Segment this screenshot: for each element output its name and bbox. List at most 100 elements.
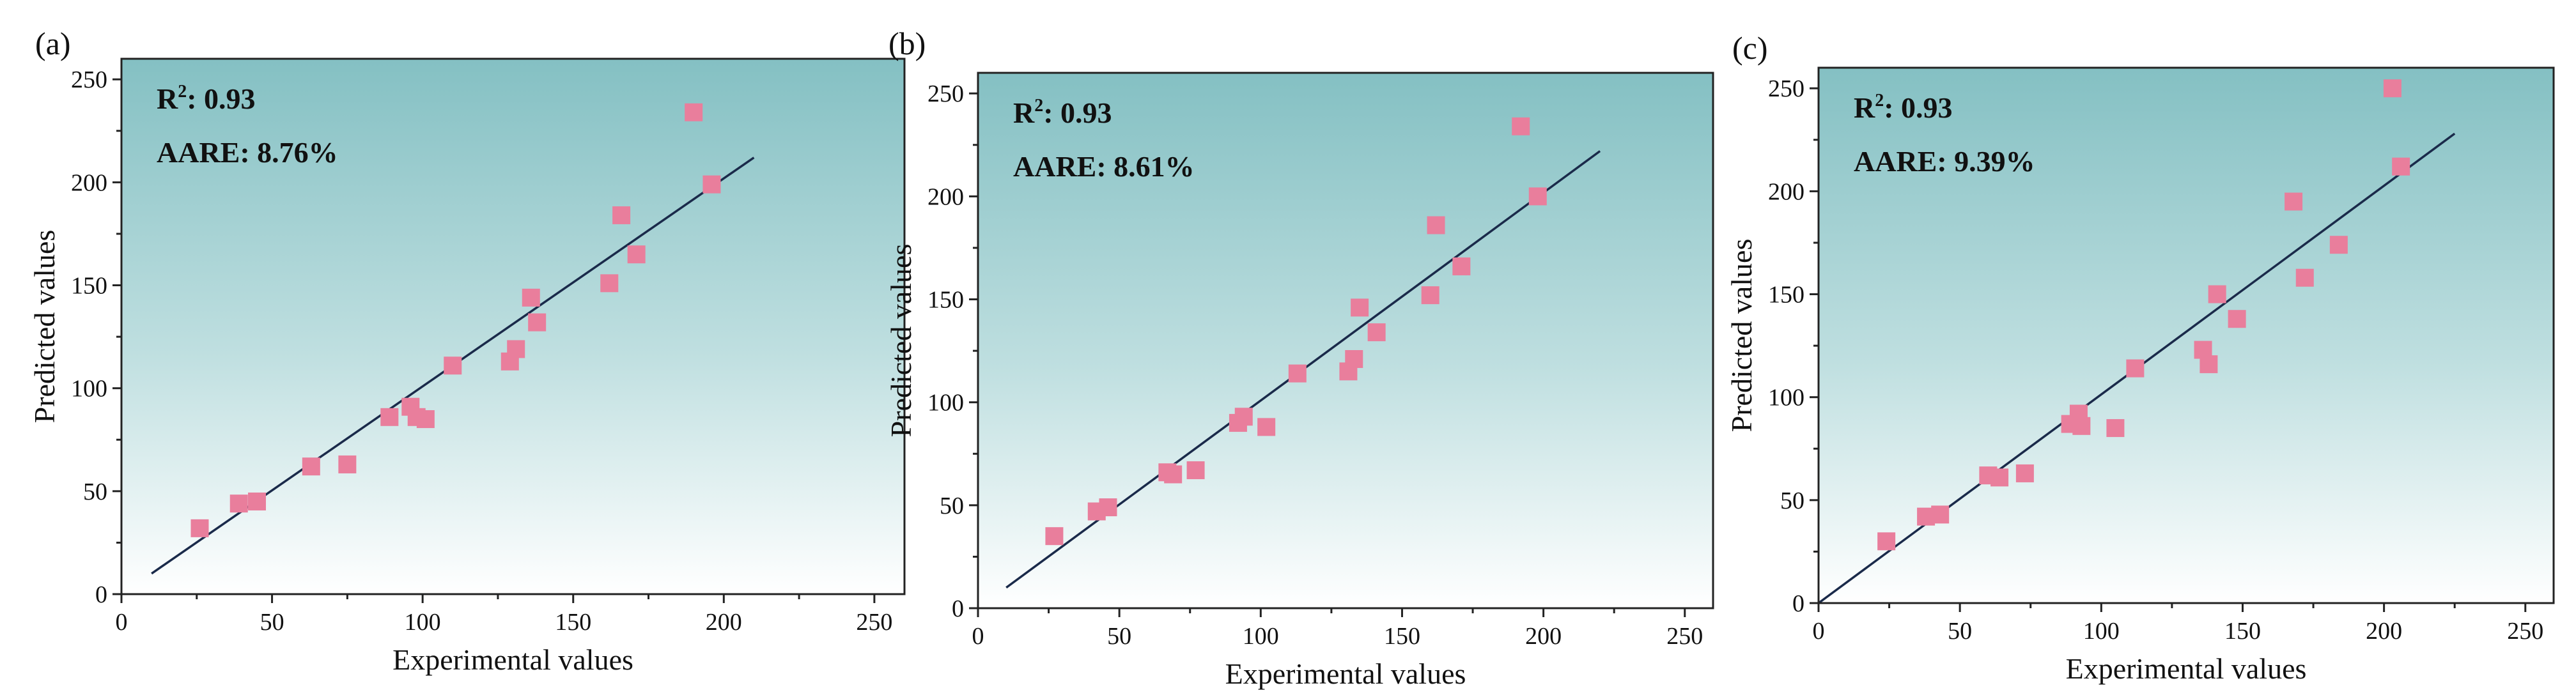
y-tick-label: 150: [71, 273, 107, 300]
data-point: [1512, 117, 1530, 135]
x-tick-label: 50: [1107, 623, 1131, 650]
data-point: [444, 356, 462, 375]
data-point: [1234, 408, 1253, 426]
data-point: [1452, 257, 1471, 275]
y-tick-label: 0: [1792, 590, 1804, 617]
y-tick-label: 50: [1780, 487, 1804, 514]
y-axis-title: Predicted values: [28, 230, 61, 424]
x-tick-label: 150: [2224, 618, 2261, 645]
data-point: [190, 519, 209, 537]
y-tick-label: 250: [71, 66, 107, 93]
y-tick-label: 150: [927, 287, 964, 314]
y-tick-label: 100: [71, 376, 107, 402]
data-point: [507, 340, 525, 358]
data-point: [2285, 192, 2303, 211]
y-tick-label: 0: [952, 595, 964, 622]
r2-annotation: R2: 0.93: [1013, 96, 1112, 129]
aare-annotation: AARE: 8.61%: [1013, 150, 1195, 183]
data-point: [1164, 465, 1183, 484]
plot-frame: [120, 57, 906, 595]
y-tick-label: 200: [71, 169, 107, 196]
data-point: [2295, 268, 2314, 287]
data-point: [2228, 310, 2246, 328]
data-point: [2329, 236, 2348, 254]
y-tick-label: 150: [1768, 282, 1804, 309]
data-point: [1877, 532, 1896, 551]
data-point: [1421, 286, 1439, 305]
x-tick-label: 0: [116, 609, 128, 636]
r2-annotation: R2: 0.93: [1854, 91, 1953, 124]
y-tick-label: 200: [1768, 178, 1804, 205]
x-tick-label: 50: [1948, 618, 1972, 645]
x-tick-label: 100: [2083, 618, 2120, 645]
x-tick-label: 200: [706, 609, 742, 636]
y-tick-label: 250: [927, 80, 964, 107]
data-point: [1186, 461, 1205, 480]
data-point: [2392, 157, 2410, 176]
data-point: [338, 455, 357, 473]
data-point: [2208, 285, 2226, 303]
data-point: [612, 206, 631, 224]
panel-label: (c): [1732, 30, 1768, 66]
data-point: [522, 288, 540, 307]
y-axis-title: Predicted values: [885, 244, 917, 438]
x-tick-label: 250: [856, 609, 892, 636]
x-tick-label: 250: [2507, 618, 2543, 645]
data-point: [380, 408, 399, 426]
data-point: [302, 457, 320, 476]
chart-panel-1: (a) 0 50 100 150 200 250 0 50 100 150 200 250 Experim…: [28, 26, 906, 676]
y-tick-label: 250: [1768, 75, 1804, 102]
x-tick-label: 150: [555, 609, 591, 636]
data-point: [528, 313, 547, 332]
plot-frame: [977, 72, 1714, 609]
data-point: [248, 492, 267, 510]
data-point: [1931, 505, 1950, 524]
y-axis-title: Predicted values: [1725, 239, 1758, 433]
y-tick-label: 0: [95, 581, 107, 608]
x-tick-label: 100: [1243, 623, 1279, 650]
data-point: [2200, 355, 2218, 374]
data-point: [1345, 350, 1363, 369]
x-tick-label: 200: [2366, 618, 2402, 645]
data-point: [2383, 79, 2401, 98]
data-point: [1367, 323, 1386, 342]
data-point: [2072, 417, 2091, 435]
data-point: [1288, 364, 1307, 383]
x-tick-label: 100: [405, 609, 441, 636]
x-axis-title: Experimental values: [1225, 657, 1466, 690]
data-point: [1257, 418, 1276, 436]
x-tick-label: 0: [972, 623, 984, 650]
data-point: [1351, 298, 1369, 317]
panel-label: (b): [888, 26, 926, 61]
x-tick-label: 250: [1666, 623, 1703, 650]
data-point: [229, 494, 248, 513]
x-tick-label: 50: [260, 609, 284, 636]
y-tick-label: 50: [83, 479, 107, 505]
data-point: [685, 103, 703, 121]
plot-frame: [1817, 66, 2555, 604]
x-tick-label: 0: [1813, 618, 1825, 645]
aare-annotation: AARE: 8.76%: [157, 136, 338, 169]
data-point: [1990, 468, 2009, 487]
data-point: [1528, 187, 1547, 206]
data-point: [1099, 498, 1117, 517]
y-tick-label: 100: [927, 390, 964, 417]
x-tick-label: 150: [1384, 623, 1420, 650]
data-point: [702, 175, 721, 194]
x-axis-title: Experimental values: [2066, 652, 2307, 685]
data-point: [416, 410, 435, 429]
aare-annotation: AARE: 9.39%: [1854, 145, 2035, 178]
y-tick-label: 200: [927, 183, 964, 210]
data-point: [2015, 464, 2034, 482]
data-point: [600, 274, 619, 293]
data-point: [627, 245, 646, 264]
data-point: [1427, 216, 1445, 234]
data-point: [2126, 359, 2145, 378]
panel-label: (a): [35, 26, 71, 61]
y-tick-label: 100: [1768, 385, 1804, 411]
data-point: [1045, 527, 1064, 546]
data-point: [2106, 419, 2125, 438]
x-axis-title: Experimental values: [392, 643, 633, 676]
y-tick-label: 50: [940, 493, 964, 519]
